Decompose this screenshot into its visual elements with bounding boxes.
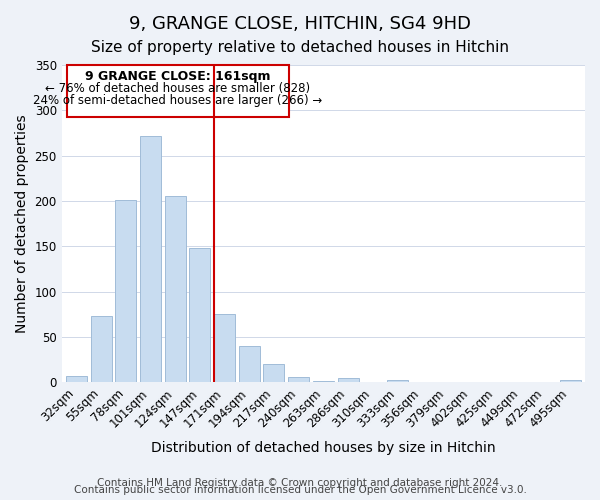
- Bar: [190, 248, 211, 382]
- Bar: [115, 200, 136, 382]
- Bar: [288, 376, 309, 382]
- Bar: [239, 346, 260, 382]
- Text: 9 GRANGE CLOSE: 161sqm: 9 GRANGE CLOSE: 161sqm: [85, 70, 271, 82]
- Bar: [214, 314, 235, 382]
- Bar: [263, 364, 284, 382]
- Text: ← 76% of detached houses are smaller (828): ← 76% of detached houses are smaller (82…: [45, 82, 310, 95]
- Bar: [560, 380, 581, 382]
- Bar: [91, 316, 112, 382]
- Bar: [387, 380, 408, 382]
- FancyBboxPatch shape: [67, 65, 289, 116]
- Text: Size of property relative to detached houses in Hitchin: Size of property relative to detached ho…: [91, 40, 509, 55]
- Bar: [165, 196, 186, 382]
- Y-axis label: Number of detached properties: Number of detached properties: [15, 114, 29, 333]
- Text: 9, GRANGE CLOSE, HITCHIN, SG4 9HD: 9, GRANGE CLOSE, HITCHIN, SG4 9HD: [129, 15, 471, 33]
- Bar: [66, 376, 87, 382]
- Bar: [140, 136, 161, 382]
- Text: Contains HM Land Registry data © Crown copyright and database right 2024.: Contains HM Land Registry data © Crown c…: [97, 478, 503, 488]
- X-axis label: Distribution of detached houses by size in Hitchin: Distribution of detached houses by size …: [151, 441, 496, 455]
- Text: Contains public sector information licensed under the Open Government Licence v3: Contains public sector information licen…: [74, 485, 526, 495]
- Text: 24% of semi-detached houses are larger (266) →: 24% of semi-detached houses are larger (…: [33, 94, 322, 107]
- Bar: [338, 378, 359, 382]
